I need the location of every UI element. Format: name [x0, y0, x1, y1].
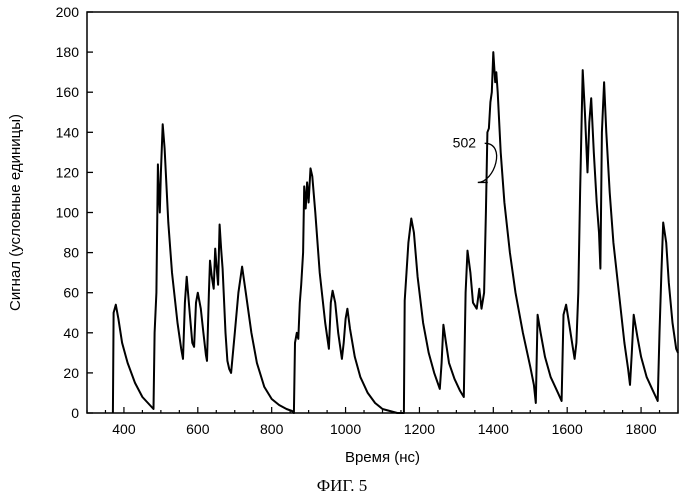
x-axis-title: Время (нс) [345, 449, 420, 466]
plot-area: 0 20 40 60 80 100 120 140 160 180 200 400 600 800 1000… [7, 4, 679, 466]
x-tick-label: 1400 [478, 421, 509, 437]
x-tick-label: 400 [112, 421, 136, 437]
y-tick-label: 180 [56, 44, 80, 60]
y-tick-label: 200 [56, 4, 80, 20]
y-axis-title: Сигнал (условные единицы) [7, 114, 24, 311]
x-tick-label: 1800 [625, 421, 656, 437]
series-line [111, 51, 679, 414]
y-tick-label: 100 [56, 205, 80, 221]
figure-caption: ФИГ. 5 [316, 476, 368, 495]
y-tick-label: 80 [63, 245, 79, 261]
x-tick-label: 1000 [330, 421, 361, 437]
x-tick-label: 600 [186, 421, 210, 437]
y-tick-label: 0 [71, 405, 79, 421]
x-tick-label: 800 [260, 421, 284, 437]
y-tick-label: 140 [56, 124, 80, 140]
signal-chart: 0 20 40 60 80 100 120 140 160 180 200 400 600 800 1000… [7, 4, 679, 466]
y-tick-label: 120 [56, 164, 80, 180]
y-tick-label: 60 [63, 285, 79, 301]
y-tick-label: 160 [56, 84, 80, 100]
x-tick-label: 1600 [552, 421, 583, 437]
annotation-leader [477, 142, 498, 184]
x-tick-label: 1200 [404, 421, 435, 437]
y-tick-label: 40 [63, 325, 79, 341]
annotation-label: 502 [453, 134, 477, 150]
plot-frame [86, 11, 679, 414]
y-tick-label: 20 [63, 365, 79, 381]
